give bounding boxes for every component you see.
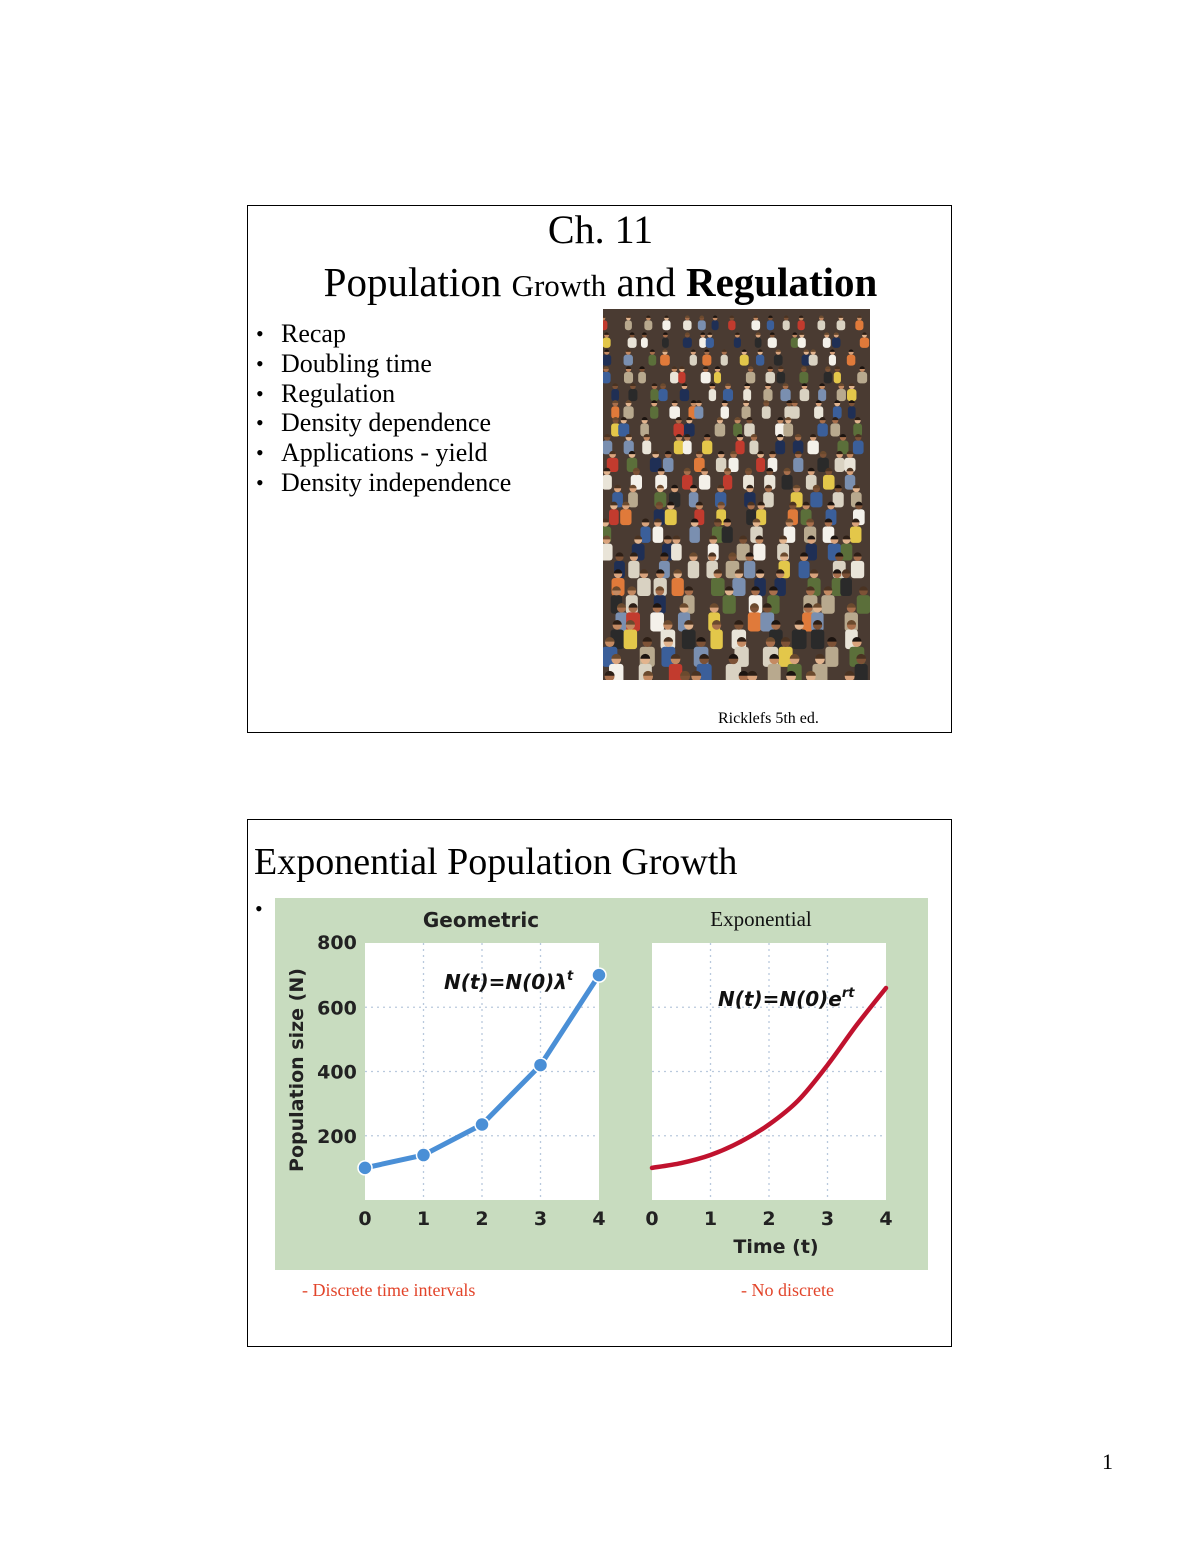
list-item-text: Regulation — [281, 378, 396, 408]
list-item: • Density dependence — [254, 408, 511, 438]
x-tick-label: 0 — [358, 1208, 371, 1230]
y-tick-label: 200 — [317, 1126, 357, 1148]
title-word-regulation: Regulation — [686, 259, 878, 305]
geometric-data-point — [415, 1147, 432, 1163]
exponential-chart-title: Exponential — [710, 907, 812, 931]
x-tick-label: 4 — [879, 1208, 892, 1230]
exponential-equation: N(t)=N(0)ert — [718, 986, 855, 1011]
x-tick-label: 3 — [821, 1208, 834, 1230]
geometric-series-points — [357, 967, 607, 1176]
x-tick-label: 4 — [592, 1208, 605, 1230]
list-item: • Regulation — [254, 379, 511, 409]
page-number: 1 — [1102, 1449, 1113, 1474]
list-item: • Recap — [254, 319, 511, 349]
list-item-text: Density dependence — [281, 408, 492, 438]
x-tick-label: 1 — [417, 1208, 430, 1230]
y-tick-labels: 200 400 600 800 — [317, 932, 357, 1148]
geometric-data-point — [474, 1116, 490, 1133]
growth-figure-svg: Geometric Exponential Population size (N… — [275, 898, 928, 1270]
slide-1: Ch. 11 Population Growth and Regulation … — [247, 205, 952, 733]
bullet-icon: • — [256, 350, 264, 376]
bullet-icon: • — [256, 410, 264, 436]
slide-1-credit: Ricklefs 5th ed. — [718, 710, 819, 727]
bullet-icon: • — [255, 896, 263, 921]
y-axis-label: Population size (N) — [286, 968, 308, 1172]
title-word-and: and — [616, 259, 676, 305]
slide-1-title: Population Growth and Regulation — [248, 258, 953, 306]
crowd-photo-image — [603, 309, 870, 680]
list-item-text: Applications - yield — [281, 438, 488, 468]
slide-1-chapter: Ch. 11 — [547, 207, 654, 252]
geometric-chart-title: Geometric — [423, 908, 539, 932]
list-item: • Density independence — [254, 468, 511, 498]
geometric-x-tick-labels: 0 1 2 3 4 — [358, 1208, 605, 1230]
bullet-icon: • — [256, 440, 264, 466]
list-item: • Applications - yield — [254, 438, 511, 468]
y-tick-label: 600 — [317, 997, 357, 1019]
y-tick-label: 400 — [317, 1062, 357, 1084]
title-word-population: Population — [323, 259, 502, 305]
x-tick-label: 1 — [704, 1208, 717, 1230]
grid-lines — [365, 943, 886, 1200]
list-item: • Doubling time — [254, 349, 511, 379]
x-axis-label: Time (t) — [733, 1236, 818, 1258]
list-item-text: Recap — [281, 319, 346, 348]
x-tick-label: 2 — [475, 1208, 488, 1230]
list-item-text: Doubling time — [281, 348, 432, 378]
geometric-data-point — [591, 967, 607, 983]
list-item-text: Density independence — [281, 467, 512, 497]
bullet-icon: • — [256, 469, 264, 495]
topic-list: • Recap • Doubling time • Regulation • Densi… — [254, 319, 511, 498]
crowd-photo — [603, 309, 870, 680]
exponential-note: - No discrete — [741, 1280, 834, 1300]
slide-2-title: Exponential Population Growth — [254, 841, 738, 883]
geometric-data-point — [357, 1160, 373, 1176]
slide-2: Exponential Population Growth • Geometri… — [247, 819, 952, 1347]
y-tick-label: 800 — [317, 932, 357, 954]
title-word-growth: Growth — [511, 268, 607, 303]
geometric-note: - Discrete time intervals — [302, 1280, 476, 1300]
growth-figure: Geometric Exponential Population size (N… — [275, 898, 928, 1270]
x-tick-label: 0 — [645, 1208, 658, 1230]
geometric-data-point — [532, 1057, 549, 1073]
bullet-icon: • — [256, 321, 264, 346]
x-tick-label: 2 — [762, 1208, 775, 1230]
exponential-series-line — [649, 985, 889, 1171]
x-tick-label: 3 — [534, 1208, 547, 1230]
exponential-x-tick-labels: 0 1 2 3 4 — [645, 1208, 892, 1230]
geometric-equation: N(t)=N(0)λt — [444, 969, 574, 994]
bullet-icon: • — [256, 380, 264, 406]
